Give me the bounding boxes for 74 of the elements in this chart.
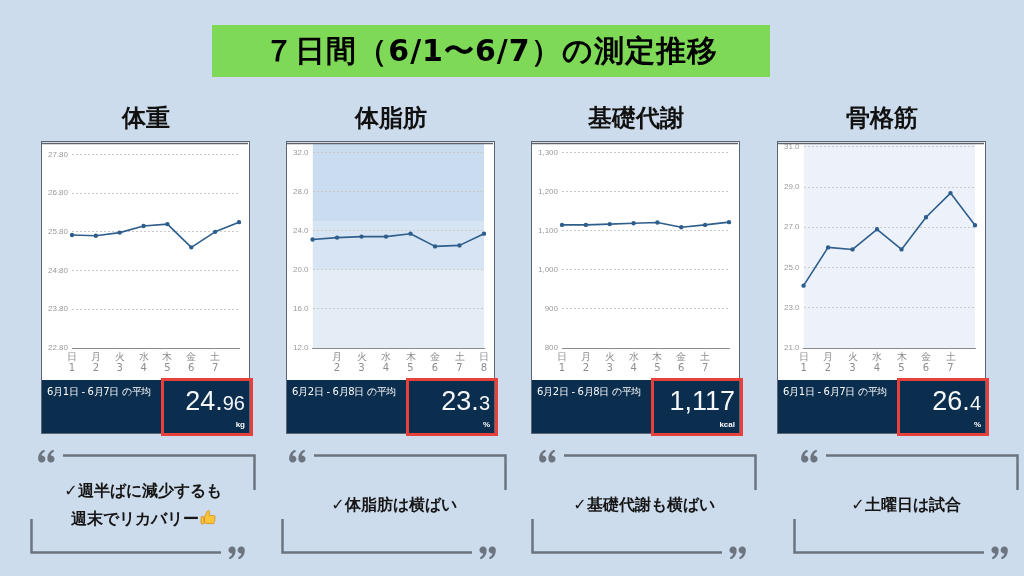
chart-title: 体脂肪: [353, 103, 428, 134]
x-tick-label: 金 6: [921, 351, 932, 374]
y-tick-label: 21.0: [783, 343, 801, 353]
text: 6月2日 - 6月8日 の平均: [292, 385, 397, 399]
chart-title: 基礎代謝: [586, 103, 685, 134]
text: 6月2日 - 6月8日 の平均: [537, 385, 642, 399]
y-tick-label: 23.0: [783, 302, 801, 312]
x-tick-label: 土 7: [945, 351, 956, 374]
y-tick-label: 24.80: [47, 265, 69, 275]
text: 1,117: [669, 386, 735, 416]
y-tick-label: 28.0: [292, 186, 310, 196]
text: ✓体脂肪は横ばい: [331, 494, 457, 516]
text: ✓土曜日は試合: [851, 494, 961, 516]
y-tick-label: 20.0: [292, 265, 310, 275]
x-tick-label: 火 3: [847, 351, 858, 374]
x-tick-label: 木 5: [896, 351, 907, 374]
text: 26.4: [932, 386, 981, 416]
y-tick-label: 27.80: [47, 149, 69, 159]
text: kcal: [719, 420, 735, 430]
y-tick-label: 900: [544, 304, 559, 314]
x-tick-label: 土 7: [700, 351, 711, 374]
text: 23.3: [441, 386, 490, 416]
x-tick-label: 水 4: [872, 351, 883, 374]
text: ✓基礎代謝も横ばい: [573, 494, 715, 516]
x-tick-label: 木 5: [162, 351, 173, 374]
y-tick-label: 29.0: [783, 182, 801, 192]
x-tick-label: 木 5: [405, 351, 416, 374]
text: 週末でリカバリー: [70, 508, 200, 530]
y-tick-label: 24.0: [292, 225, 310, 235]
y-tick-label: 800: [544, 343, 559, 353]
y-tick-label: 16.0: [292, 304, 310, 314]
x-tick-label: 水 4: [138, 351, 149, 374]
text: ７日間（6/1〜6/7）の測定推移: [264, 31, 718, 70]
x-tick-label: 水 4: [381, 351, 392, 374]
y-tick-label: 1,000: [537, 265, 559, 275]
text: 24.96: [185, 386, 245, 416]
y-tick-label: 26.80: [47, 188, 69, 198]
x-tick-label: 月 2: [90, 351, 101, 374]
y-tick-label: 22.80: [47, 343, 69, 353]
x-tick-label: 金 6: [430, 351, 441, 374]
x-tick-label: 木 5: [652, 351, 663, 374]
x-tick-label: 火 3: [604, 351, 615, 374]
x-tick-label: 土 7: [454, 351, 465, 374]
x-tick-label: 月 2: [823, 351, 834, 374]
text: ✓週半ばに減少するも: [64, 480, 222, 502]
y-tick-label: 23.80: [47, 304, 69, 314]
x-tick-label: 金 6: [676, 351, 687, 374]
text: 6月1日 - 6月7日 の平均: [47, 385, 152, 399]
y-tick-label: 1,300: [537, 147, 559, 157]
x-tick-label: 月 2: [332, 351, 343, 374]
text: kg: [235, 420, 245, 430]
y-tick-label: 32.0: [292, 147, 310, 157]
y-tick-label: 25.0: [783, 262, 801, 272]
text: 6月1日 - 6月7日 の平均: [783, 385, 888, 399]
y-tick-label: 1,200: [537, 186, 559, 196]
x-tick-label: 火 3: [356, 351, 367, 374]
text: %: [482, 420, 490, 430]
x-tick-label: 日 1: [798, 351, 809, 374]
x-tick-label: 日 1: [67, 351, 78, 374]
text: %: [973, 420, 981, 430]
y-tick-label: 25.80: [47, 227, 69, 237]
x-tick-label: 金 6: [186, 351, 197, 374]
x-tick-label: 火 3: [114, 351, 125, 374]
chart-title: 体重: [120, 103, 171, 134]
x-tick-label: 水 4: [628, 351, 639, 374]
x-tick-label: 日 8: [479, 351, 489, 374]
chart-title: 骨格筋: [844, 103, 919, 134]
y-tick-label: 27.0: [783, 222, 801, 232]
y-tick-label: 12.0: [292, 343, 310, 353]
y-tick-label: 31.0: [783, 142, 801, 152]
x-tick-label: 月 2: [580, 351, 591, 374]
x-tick-label: 土 7: [210, 351, 221, 374]
y-tick-label: 1,100: [537, 225, 559, 235]
x-tick-label: 日 1: [557, 351, 568, 374]
